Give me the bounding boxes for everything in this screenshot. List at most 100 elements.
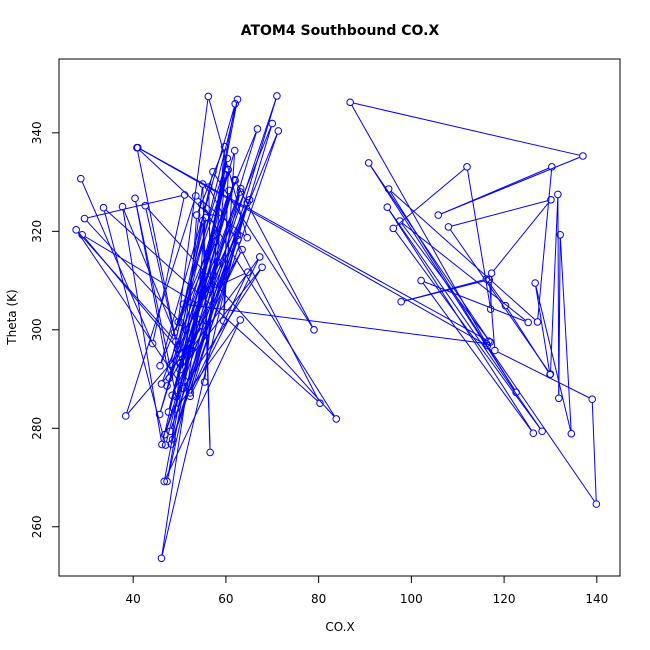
x-tick-label: 140 (585, 592, 608, 606)
data-point (191, 192, 200, 200)
data-point (529, 429, 538, 438)
data-point (223, 154, 232, 163)
data-point (186, 344, 195, 352)
data-point (274, 127, 283, 135)
data-point (206, 448, 214, 457)
data-point (131, 194, 139, 203)
x-tick-label: 40 (126, 592, 141, 606)
series-segment (171, 175, 213, 361)
data-point (179, 300, 188, 309)
data-point (179, 384, 188, 393)
series-segment (467, 170, 491, 306)
series-segment (493, 202, 550, 271)
series-segment (488, 281, 504, 304)
data-point (364, 159, 373, 167)
series-segment (178, 223, 203, 347)
series-segment (140, 148, 485, 345)
data-point (592, 500, 601, 508)
data-point (346, 98, 354, 107)
data-point (243, 268, 252, 277)
data-point (258, 263, 266, 272)
data-point (310, 326, 318, 334)
series-segment (507, 308, 549, 372)
data-point (198, 322, 207, 330)
data-point (192, 314, 201, 323)
data-point (230, 146, 239, 155)
data-point (158, 440, 166, 449)
series-segment (177, 322, 239, 407)
data-point (160, 477, 169, 486)
data-point (434, 211, 443, 219)
series-segment (236, 183, 313, 327)
y-tick-label: 300 (30, 318, 44, 341)
data-point (163, 477, 171, 486)
data-point (166, 427, 175, 436)
data-point (198, 216, 207, 225)
data-point (547, 196, 555, 204)
data-point (78, 230, 86, 239)
data-point (484, 337, 493, 345)
series-segment (402, 222, 526, 321)
data-point (444, 223, 453, 231)
data-point (463, 163, 471, 171)
series-segment (87, 195, 182, 219)
series-segment (137, 151, 181, 360)
data-point (485, 275, 494, 284)
series-segment (441, 167, 549, 215)
data-point (134, 143, 142, 152)
data-point (206, 285, 215, 294)
data-point (220, 142, 229, 151)
series-segment (558, 238, 561, 395)
series-segment (126, 199, 196, 413)
series-segment (559, 238, 572, 431)
series-segment (537, 170, 553, 319)
data-point (233, 95, 242, 104)
data-point (192, 211, 201, 219)
series-segment (497, 351, 590, 399)
data-point (524, 318, 533, 327)
data-point (236, 316, 245, 324)
data-point (174, 345, 182, 354)
series-segment (591, 402, 597, 501)
data-point (487, 269, 496, 277)
data-point (211, 237, 220, 245)
series-segment (208, 99, 247, 235)
series-segment (178, 99, 209, 319)
series-segment (145, 209, 176, 339)
data-point (389, 224, 398, 233)
data-point (176, 359, 184, 368)
data-point (219, 317, 228, 325)
y-axis-label: Theta (K) (5, 289, 19, 345)
data-point (268, 119, 277, 128)
data-point (121, 412, 130, 420)
data-point (224, 165, 233, 174)
data-point (579, 152, 587, 160)
data-point (99, 203, 108, 212)
data-point (174, 318, 182, 326)
series-segment (535, 286, 571, 431)
series-segment (370, 165, 489, 340)
data-point (198, 180, 207, 188)
series-segment (203, 207, 335, 417)
series-segment (451, 200, 548, 227)
data-point (186, 392, 195, 401)
series-segment (84, 237, 177, 348)
data-point (203, 249, 212, 258)
data-point (501, 301, 510, 310)
series-segment (395, 168, 465, 227)
series-segment (401, 223, 489, 340)
data-point (186, 389, 195, 397)
data-point (161, 441, 170, 449)
data-point (533, 318, 542, 326)
data-point (512, 388, 520, 397)
series-segment (81, 181, 152, 341)
data-point (236, 184, 245, 193)
series-segment (160, 153, 235, 412)
y-tick-label: 260 (30, 515, 44, 538)
series-segment (140, 148, 486, 340)
series-segment (172, 182, 235, 392)
data-point (172, 392, 181, 401)
data-point (182, 326, 190, 334)
series-segment (424, 281, 526, 322)
